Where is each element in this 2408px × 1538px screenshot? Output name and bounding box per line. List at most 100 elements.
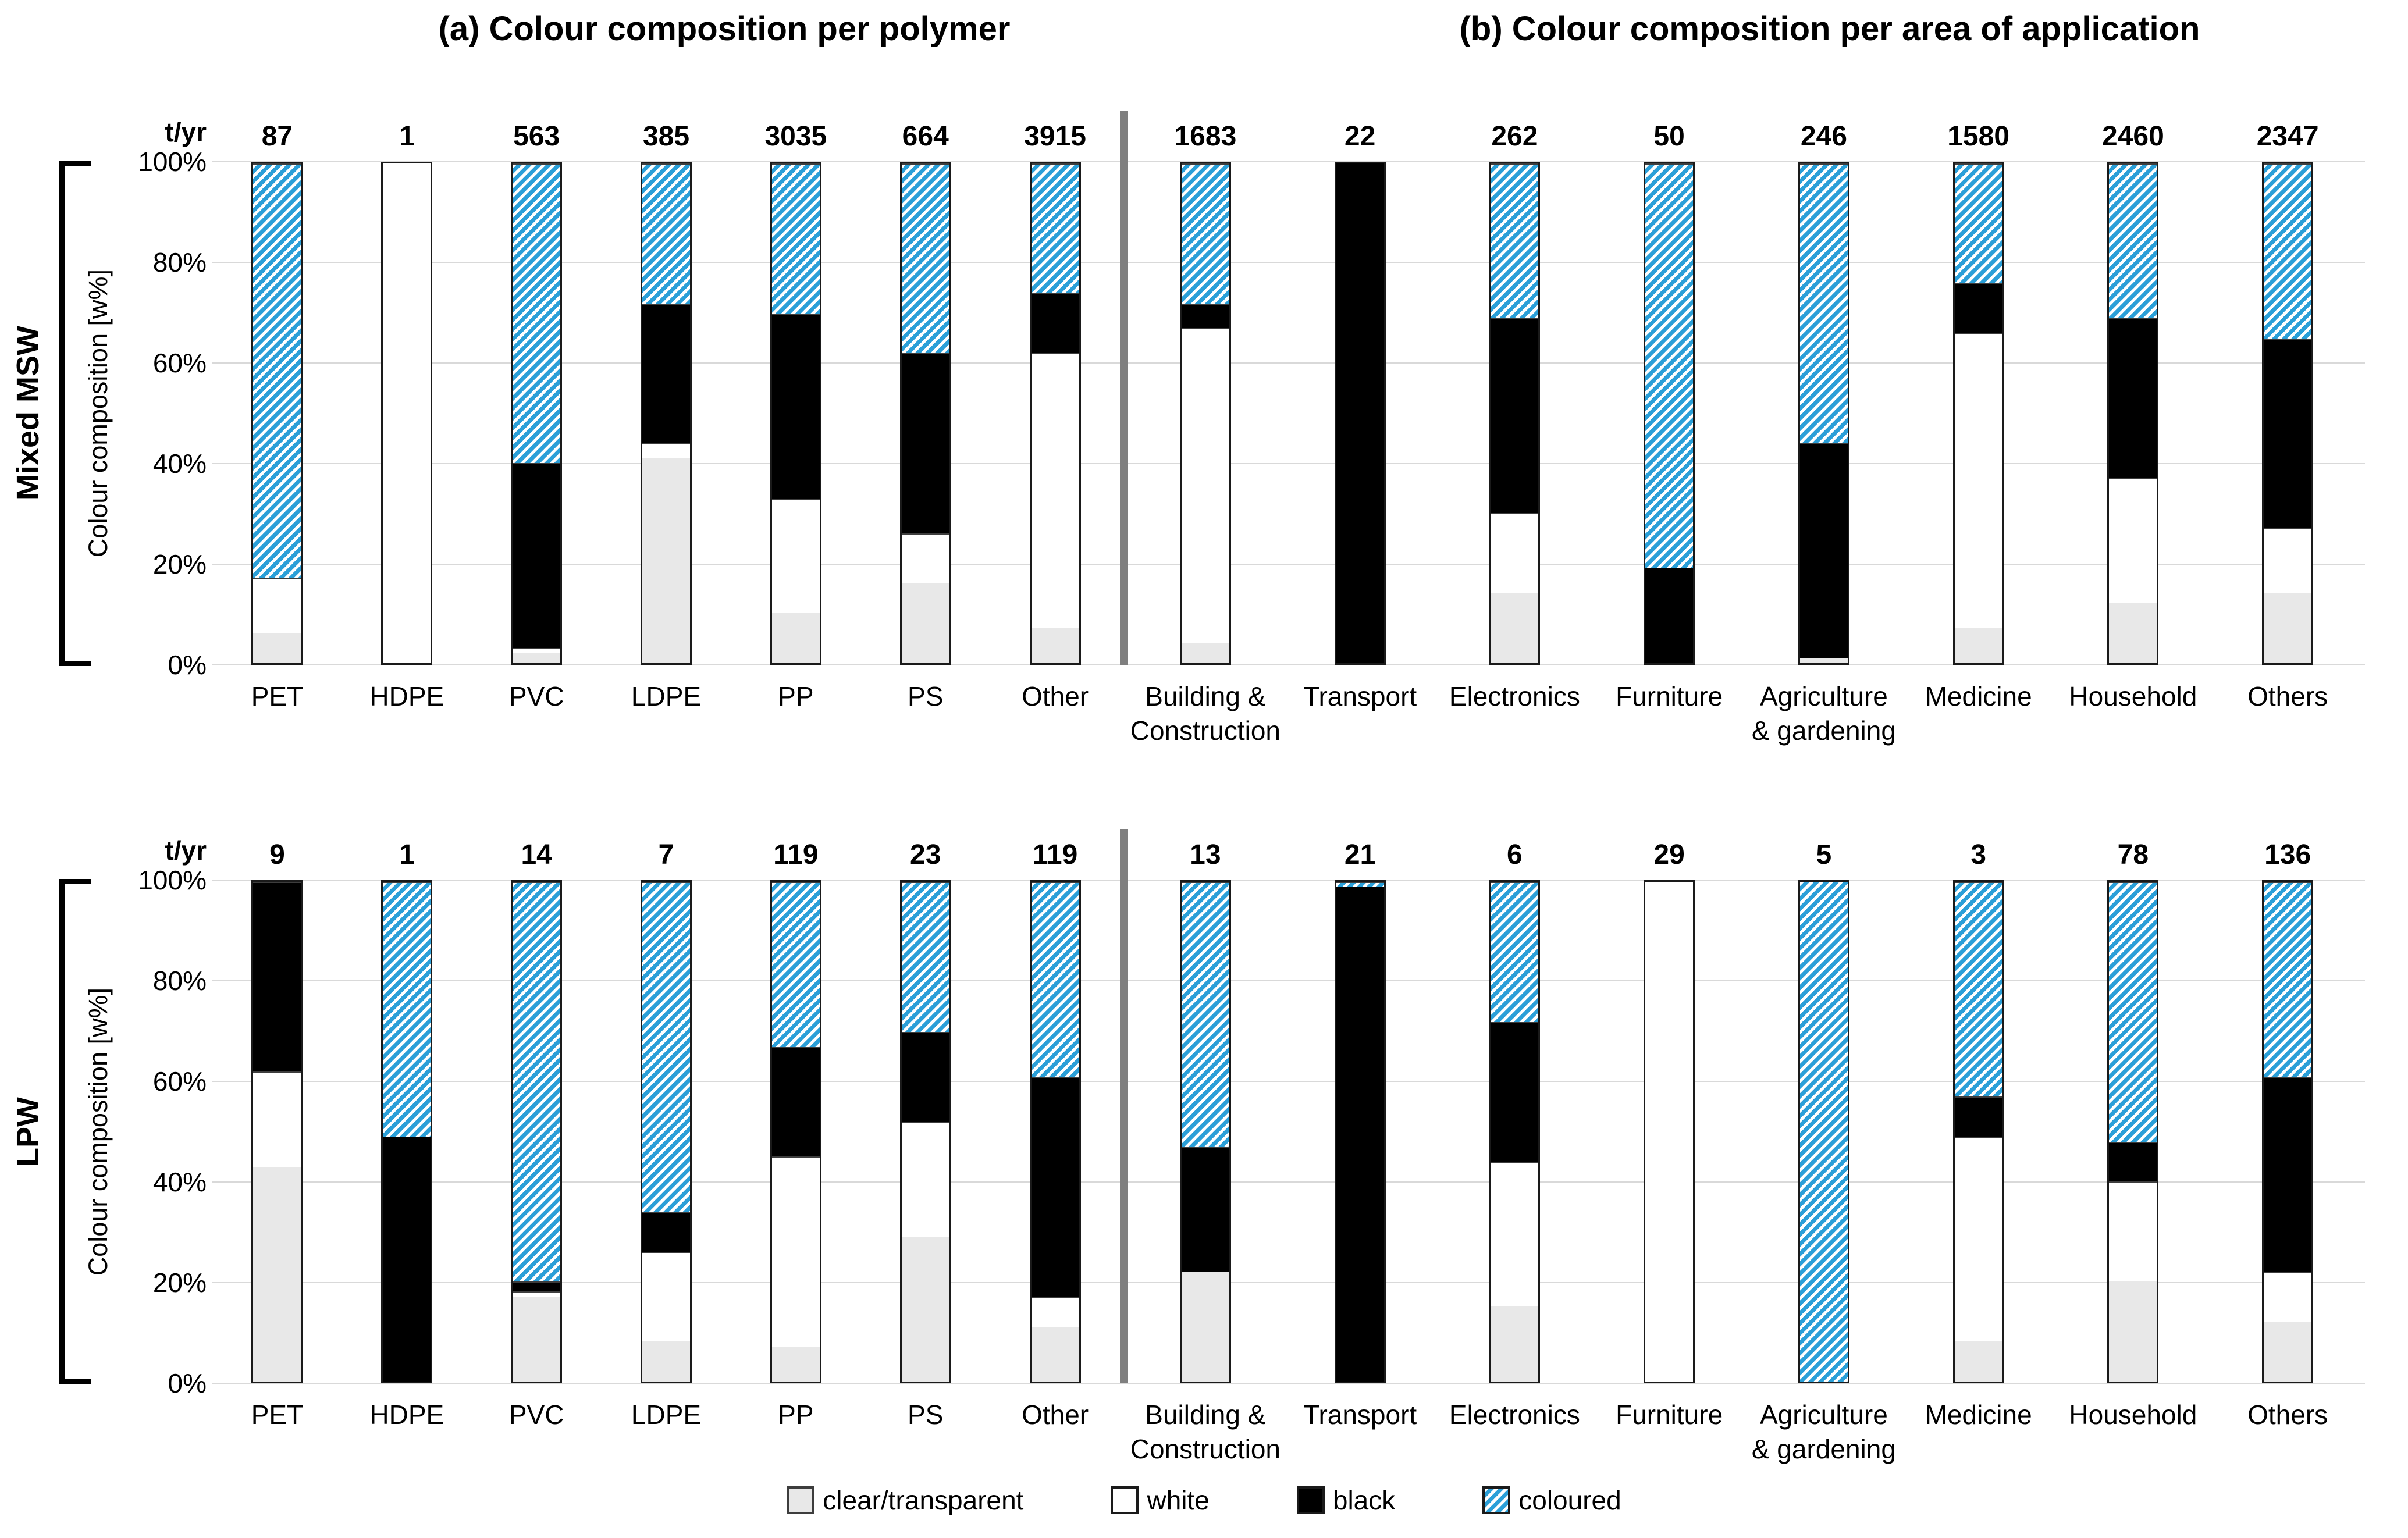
- x-axis-label: Agriculture & gardening: [1751, 1400, 1896, 1464]
- bar-slot: [1283, 880, 1438, 1383]
- bar-segment-coloured: [2264, 163, 2312, 339]
- x-axis-label: Medicine: [1925, 681, 2032, 711]
- bar-segment-coloured: [1954, 163, 2002, 284]
- stacked-bar-pvc: [511, 880, 563, 1383]
- bar-segment-black: [2109, 318, 2157, 479]
- y-tick: 60%: [152, 348, 207, 378]
- bar-segment-white: [2264, 1272, 2312, 1322]
- bar-segment-black: [1181, 1147, 1229, 1272]
- chart-lpw: LPW Colour composition [w%] t/yr 100% 80%…: [0, 829, 2408, 1538]
- gridline: [212, 161, 2365, 162]
- bar-segment-coloured: [1181, 163, 1229, 304]
- x-axis-label: HDPE: [369, 681, 444, 711]
- bar-segment-clear: [2109, 603, 2157, 663]
- bar-segment-clear: [2264, 1321, 2312, 1382]
- bar-segment-black: [1336, 887, 1384, 1382]
- tyr-value: 246: [1800, 120, 1847, 152]
- bar-segment-black: [253, 882, 301, 1072]
- bar-segment-coloured: [901, 163, 949, 354]
- bar-segment-clear: [513, 1296, 561, 1382]
- bar-segment-black: [1491, 318, 1539, 514]
- bar-segment-white: [253, 578, 301, 633]
- gridline: [212, 1081, 2365, 1082]
- bar-segment-black: [901, 353, 949, 533]
- bar-segment-coloured: [1031, 882, 1079, 1077]
- gridline: [212, 463, 2365, 464]
- bar-segment-black: [1031, 293, 1079, 354]
- bar-segment-white: [1031, 353, 1079, 628]
- x-axis-label: PET: [251, 1400, 304, 1430]
- bar-segment-coloured: [2264, 882, 2312, 1077]
- bar-segment-coloured: [1645, 163, 1694, 568]
- stacked-bar-pet: [251, 880, 303, 1383]
- tyr-value: 50: [1653, 120, 1685, 152]
- bar-segment-clear: [253, 633, 301, 663]
- bar-segment-black: [2109, 1141, 2157, 1182]
- tyr-value: 21: [1344, 839, 1376, 870]
- panel-gap: [1120, 1398, 1128, 1466]
- x-axis-label: Transport: [1303, 1400, 1417, 1430]
- bar-slot: [1438, 162, 1592, 665]
- tyr-value: 2460: [2101, 120, 2164, 152]
- bar-segment-black: [1645, 568, 1694, 663]
- stacked-bar-furniture: [1644, 880, 1695, 1383]
- panel-lpw-application: [1128, 880, 2365, 1383]
- bar-segment-white: [1491, 1162, 1539, 1307]
- bar-segment-clear: [1799, 658, 1848, 663]
- xlabels-panel-msw-polymer: PET HDPE PVC LDPE PP PS Other: [212, 679, 1120, 748]
- row-bracket: [59, 161, 91, 666]
- x-axis-label: PET: [251, 681, 304, 711]
- tyr-panel-msw-application: 1683 22 262 50 246 1580 2460 2347: [1128, 111, 2365, 162]
- gridline: [212, 262, 2365, 263]
- bar-segment-black: [642, 303, 690, 444]
- stacked-bar-transport: [1334, 162, 1386, 665]
- tyr-value: 563: [513, 120, 560, 152]
- tyr-value: 1: [399, 120, 415, 152]
- bar-segment-white: [513, 1291, 561, 1297]
- x-axis-label: Others: [2247, 681, 2328, 711]
- bar-segment-clear: [513, 653, 561, 663]
- gridline: [212, 664, 2365, 665]
- tyr-value: 1580: [1947, 120, 2010, 152]
- bar-segment-clear: [253, 1166, 301, 1382]
- bar-segment-white: [1181, 328, 1229, 643]
- stacked-bar-furniture: [1644, 162, 1695, 665]
- bar-slot: [1283, 162, 1438, 665]
- x-axis-label: Electronics: [1449, 681, 1580, 711]
- panels: [212, 880, 2365, 1383]
- y-tick: 20%: [152, 1268, 207, 1298]
- bar-segment-clear: [1031, 1326, 1079, 1382]
- tyr-values-row: 9 1 14 7 119 23 119 13 21 6 29 5 3 78 136: [212, 829, 2365, 880]
- y-tick: 80%: [152, 247, 207, 277]
- panel-gap: [1120, 679, 1128, 748]
- row-bracket: [59, 879, 91, 1384]
- stacked-bar-transport: [1334, 880, 1386, 1383]
- y-tick: 0%: [168, 1368, 207, 1398]
- bar-segment-coloured: [901, 882, 949, 1032]
- white-swatch-icon: [1111, 1486, 1139, 1514]
- x-axis-label: PVC: [508, 1400, 564, 1430]
- tyr-value: 87: [261, 120, 293, 152]
- tyr-value: 22: [1344, 120, 1376, 152]
- row-label: LPW: [10, 1096, 45, 1167]
- bar-segment-coloured: [513, 882, 561, 1282]
- tyr-panel-lpw-polymer: 9 1 14 7 119 23 119: [212, 829, 1120, 880]
- gridline: [212, 980, 2365, 981]
- bar-segment-clear: [2109, 1281, 2157, 1382]
- x-axis-label: HDPE: [369, 1400, 444, 1430]
- tyr-unit-label: t/yr: [165, 117, 207, 147]
- stacked-bar-agriculture-gardening: [1798, 162, 1849, 665]
- bar-segment-black: [1031, 1077, 1079, 1297]
- bar-segment-black: [771, 1046, 820, 1157]
- bar-segment-clear: [1181, 1272, 1229, 1382]
- tyr-panel-msw-polymer: 87 1 563 385 3035 664 3915: [212, 111, 1120, 162]
- bar-segment-white: [1491, 513, 1539, 593]
- legend-item-clear: clear/transparent: [787, 1484, 1023, 1516]
- stacked-bar-household: [2107, 162, 2159, 665]
- x-axis-label: Other: [1022, 681, 1089, 711]
- bar-segment-white: [383, 163, 431, 663]
- bar-segment-coloured: [1491, 882, 1539, 1022]
- tyr-value: 262: [1491, 120, 1538, 152]
- bar-slot: [1901, 880, 2056, 1383]
- bar-slot: [1747, 880, 1901, 1383]
